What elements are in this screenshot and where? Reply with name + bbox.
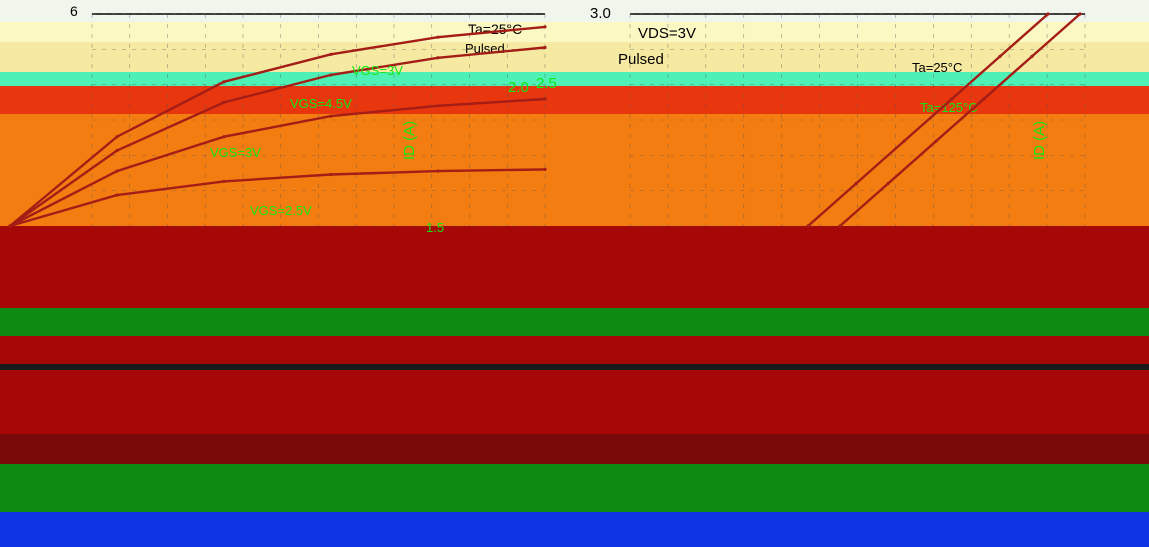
right-curves-point-1-3 bbox=[950, 97, 954, 101]
left-curves-series-3 bbox=[9, 168, 546, 228]
left-curves-point-1-5 bbox=[543, 45, 547, 50]
right-curves-point-0-2 bbox=[934, 139, 938, 143]
left-curves-series-0 bbox=[9, 25, 546, 227]
band-9 bbox=[0, 364, 1149, 370]
right-ta-high-annotation: Ta=125°C bbox=[920, 100, 978, 115]
band-8 bbox=[0, 336, 1149, 364]
right-pulsed-annotation: Pulsed bbox=[618, 51, 664, 68]
band-10 bbox=[0, 370, 1149, 434]
band-12 bbox=[0, 464, 1149, 512]
band-13 bbox=[0, 512, 1149, 547]
left-curves-point-3-1 bbox=[115, 193, 119, 197]
left-curves-point-0-5 bbox=[543, 25, 547, 29]
right-curves-point-1-5 bbox=[1046, 12, 1050, 16]
left-curves-point-3-4 bbox=[436, 169, 440, 173]
band-7 bbox=[0, 308, 1149, 336]
left-chart: 6 Ta=25°C Pulsed VGS=3V VGS=4.5V VGS=3V … bbox=[8, 3, 547, 228]
left-curves-point-2-4 bbox=[436, 104, 440, 108]
left-curves-point-3-5 bbox=[543, 167, 547, 171]
right-curves-point-0-0 bbox=[838, 224, 842, 228]
left-curves-point-2-2 bbox=[222, 135, 226, 139]
left-curve-label-4: VGS=2.5V bbox=[250, 203, 312, 218]
left-curves-point-3-3 bbox=[329, 172, 333, 177]
left-curve-label-1: VGS=3V bbox=[352, 63, 403, 78]
left-curves-point-3-0 bbox=[8, 224, 12, 228]
left-curves-point-1-4 bbox=[436, 56, 440, 60]
left-curves-point-3-2 bbox=[222, 179, 226, 183]
left-curves bbox=[8, 25, 547, 228]
band-4 bbox=[0, 86, 1149, 114]
left-curves-point-2-5 bbox=[543, 97, 547, 101]
right-curves-point-0-5 bbox=[1078, 12, 1082, 16]
left-curves-point-0-3 bbox=[329, 52, 333, 56]
left-curves-point-1-3 bbox=[329, 73, 333, 77]
left-curves-series-2 bbox=[9, 97, 546, 228]
left-curve-label-2: VGS=4.5V bbox=[290, 96, 352, 111]
left-curves-point-2-3 bbox=[329, 114, 333, 118]
right-curves-point-1-1 bbox=[854, 182, 858, 186]
right-tick-label-3: 1.5 bbox=[426, 220, 444, 235]
band-3 bbox=[0, 72, 1149, 86]
right-curves-point-0-3 bbox=[982, 97, 986, 101]
right-ylabel-right: ID (A) bbox=[1031, 121, 1048, 160]
left-curves-point-0-2 bbox=[222, 80, 226, 84]
right-vds-annotation: VDS=3V bbox=[638, 25, 696, 42]
right-ta-low-annotation: Ta=25°C bbox=[912, 60, 962, 75]
left-curves-point-1-2 bbox=[222, 100, 226, 104]
left-curves-point-2-1 bbox=[115, 169, 119, 173]
band-5 bbox=[0, 114, 1149, 226]
left-curves-point-0-1 bbox=[115, 135, 119, 139]
right-top-tick-label: 3.0 bbox=[590, 5, 611, 22]
right-tick-label-1: 2.5 bbox=[536, 75, 557, 92]
left-curves-point-1-1 bbox=[115, 148, 119, 153]
band-0 bbox=[0, 0, 1149, 22]
right-tick-label-2: 2.0 bbox=[508, 79, 529, 96]
right-curves-series-1 bbox=[807, 13, 1049, 227]
right-curves-point-0-4 bbox=[1030, 54, 1034, 59]
band-11 bbox=[0, 434, 1149, 464]
band-6 bbox=[0, 226, 1149, 308]
left-curve-label-3: VGS=3V bbox=[210, 145, 261, 160]
right-curves-point-1-4 bbox=[998, 54, 1002, 59]
left-curves-point-0-4 bbox=[436, 35, 440, 39]
left-top-tick-label: 6 bbox=[70, 3, 78, 19]
band-2 bbox=[0, 42, 1149, 72]
right-curves-series-0 bbox=[839, 13, 1081, 227]
right-curves-point-1-0 bbox=[806, 224, 810, 228]
right-ylabel-left: ID (A) bbox=[401, 121, 418, 160]
right-curves-point-0-1 bbox=[886, 182, 890, 186]
band-1 bbox=[0, 22, 1149, 42]
right-curves-point-1-2 bbox=[902, 139, 906, 143]
right-chart: 3.0 VDS=3V Pulsed Ta=25°C Ta=125°C 2.5 2… bbox=[401, 5, 1086, 235]
left-curves-series-1 bbox=[9, 46, 546, 227]
right-curves bbox=[806, 12, 1082, 228]
